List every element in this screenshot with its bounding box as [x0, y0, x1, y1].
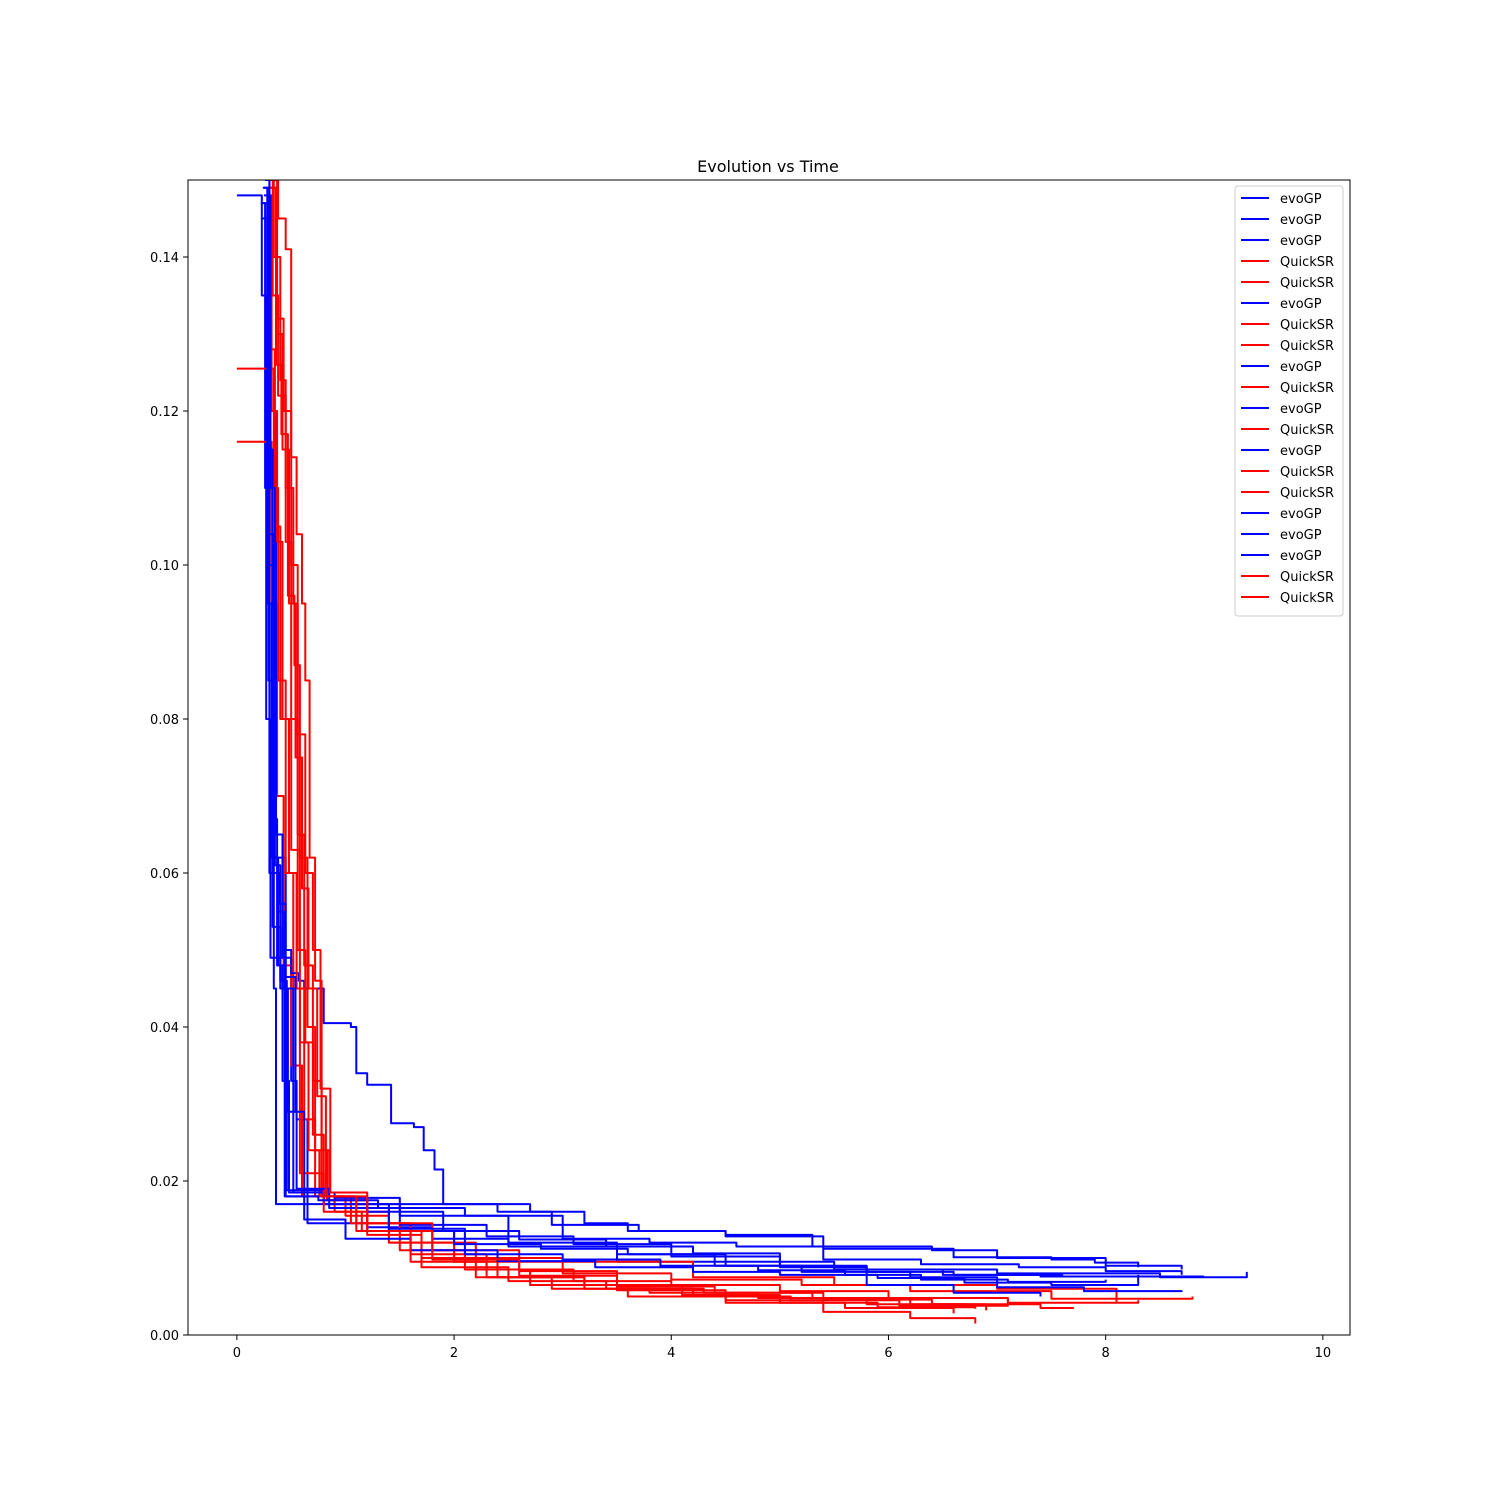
legend-label: evoGP [1280, 360, 1322, 375]
series-line-18-evogp [265, 180, 1140, 1286]
x-tick-label: 2 [450, 1346, 458, 1361]
legend-label: QuickSR [1280, 255, 1334, 270]
legend-label: evoGP [1280, 444, 1322, 459]
legend-label: QuickSR [1280, 381, 1334, 396]
legend-label: evoGP [1280, 297, 1322, 312]
x-tick-label: 10 [1315, 1346, 1332, 1361]
y-tick-label: 0.02 [150, 1175, 179, 1190]
y-tick-label: 0.08 [150, 713, 179, 728]
legend-label: QuickSR [1280, 339, 1334, 354]
plot-frame [187, 179, 1351, 1336]
legend-label: QuickSR [1280, 465, 1334, 480]
x-tick-label: 6 [884, 1346, 892, 1361]
series-line-13-evogp [264, 194, 1183, 1293]
legend-label: evoGP [1280, 549, 1322, 564]
series-line-16-evogp [262, 186, 1139, 1278]
x-tick-label: 8 [1102, 1346, 1110, 1361]
series-line-6-evogp [264, 186, 1140, 1268]
legend-label: QuickSR [1280, 486, 1334, 501]
series-line-5-quicksr [236, 440, 1194, 1300]
legend-label: evoGP [1280, 192, 1322, 207]
series-line-3-evogp [261, 217, 1205, 1278]
series-line-2-evogp [260, 202, 1183, 1270]
series-line-10-quicksr [267, 180, 1140, 1304]
y-tick-label: 0.00 [150, 1329, 179, 1344]
series-line-8-quicksr [266, 194, 955, 1314]
x-tick-label: 4 [667, 1346, 675, 1361]
y-tick-label: 0.04 [150, 1021, 179, 1036]
legend-label: QuickSR [1280, 423, 1334, 438]
series-layer [236, 180, 1248, 1324]
series-line-15-quicksr [272, 180, 977, 1324]
legend-label: evoGP [1280, 507, 1322, 522]
series-line-9-evogp [262, 202, 1183, 1275]
series-line-12-quicksr [269, 186, 1009, 1307]
y-tick-label: 0.12 [150, 405, 179, 420]
legend: evoGP evoGP evoGP QuickSR QuickSR evoGP QuickS… [1234, 185, 1344, 617]
y-tick-label: 0.10 [150, 559, 179, 574]
legend-label: evoGP [1280, 234, 1322, 249]
chart-title: Evolution vs Time [697, 157, 839, 176]
legend-label: QuickSR [1280, 570, 1334, 585]
y-tick-label: 0.14 [150, 251, 179, 266]
series-line-4-quicksr [236, 367, 1118, 1302]
legend-label: evoGP [1280, 402, 1322, 417]
x-axis: 0 2 4 6 8 10 [233, 1335, 1331, 1361]
legend-label: evoGP [1280, 213, 1322, 228]
series-line-11-evogp [265, 186, 1042, 1297]
legend-label: QuickSR [1280, 591, 1334, 606]
y-axis: 0.00 0.02 0.04 0.06 0.08 0.10 0.12 0.14 [150, 251, 188, 1344]
legend-label: QuickSR [1280, 276, 1334, 291]
x-tick-label: 0 [233, 1346, 241, 1361]
series-line-7-quicksr [265, 180, 966, 1308]
legend-frame [1234, 185, 1344, 617]
legend-label: QuickSR [1280, 318, 1334, 333]
series-line-17-evogp [266, 194, 1107, 1283]
series-line-14-quicksr [268, 180, 988, 1311]
y-tick-label: 0.06 [150, 867, 179, 882]
series-line-20-quicksr [271, 180, 1075, 1309]
series-line-1-evogp [236, 194, 1248, 1279]
legend-label: evoGP [1280, 528, 1322, 543]
series-line-19-quicksr [270, 186, 977, 1309]
